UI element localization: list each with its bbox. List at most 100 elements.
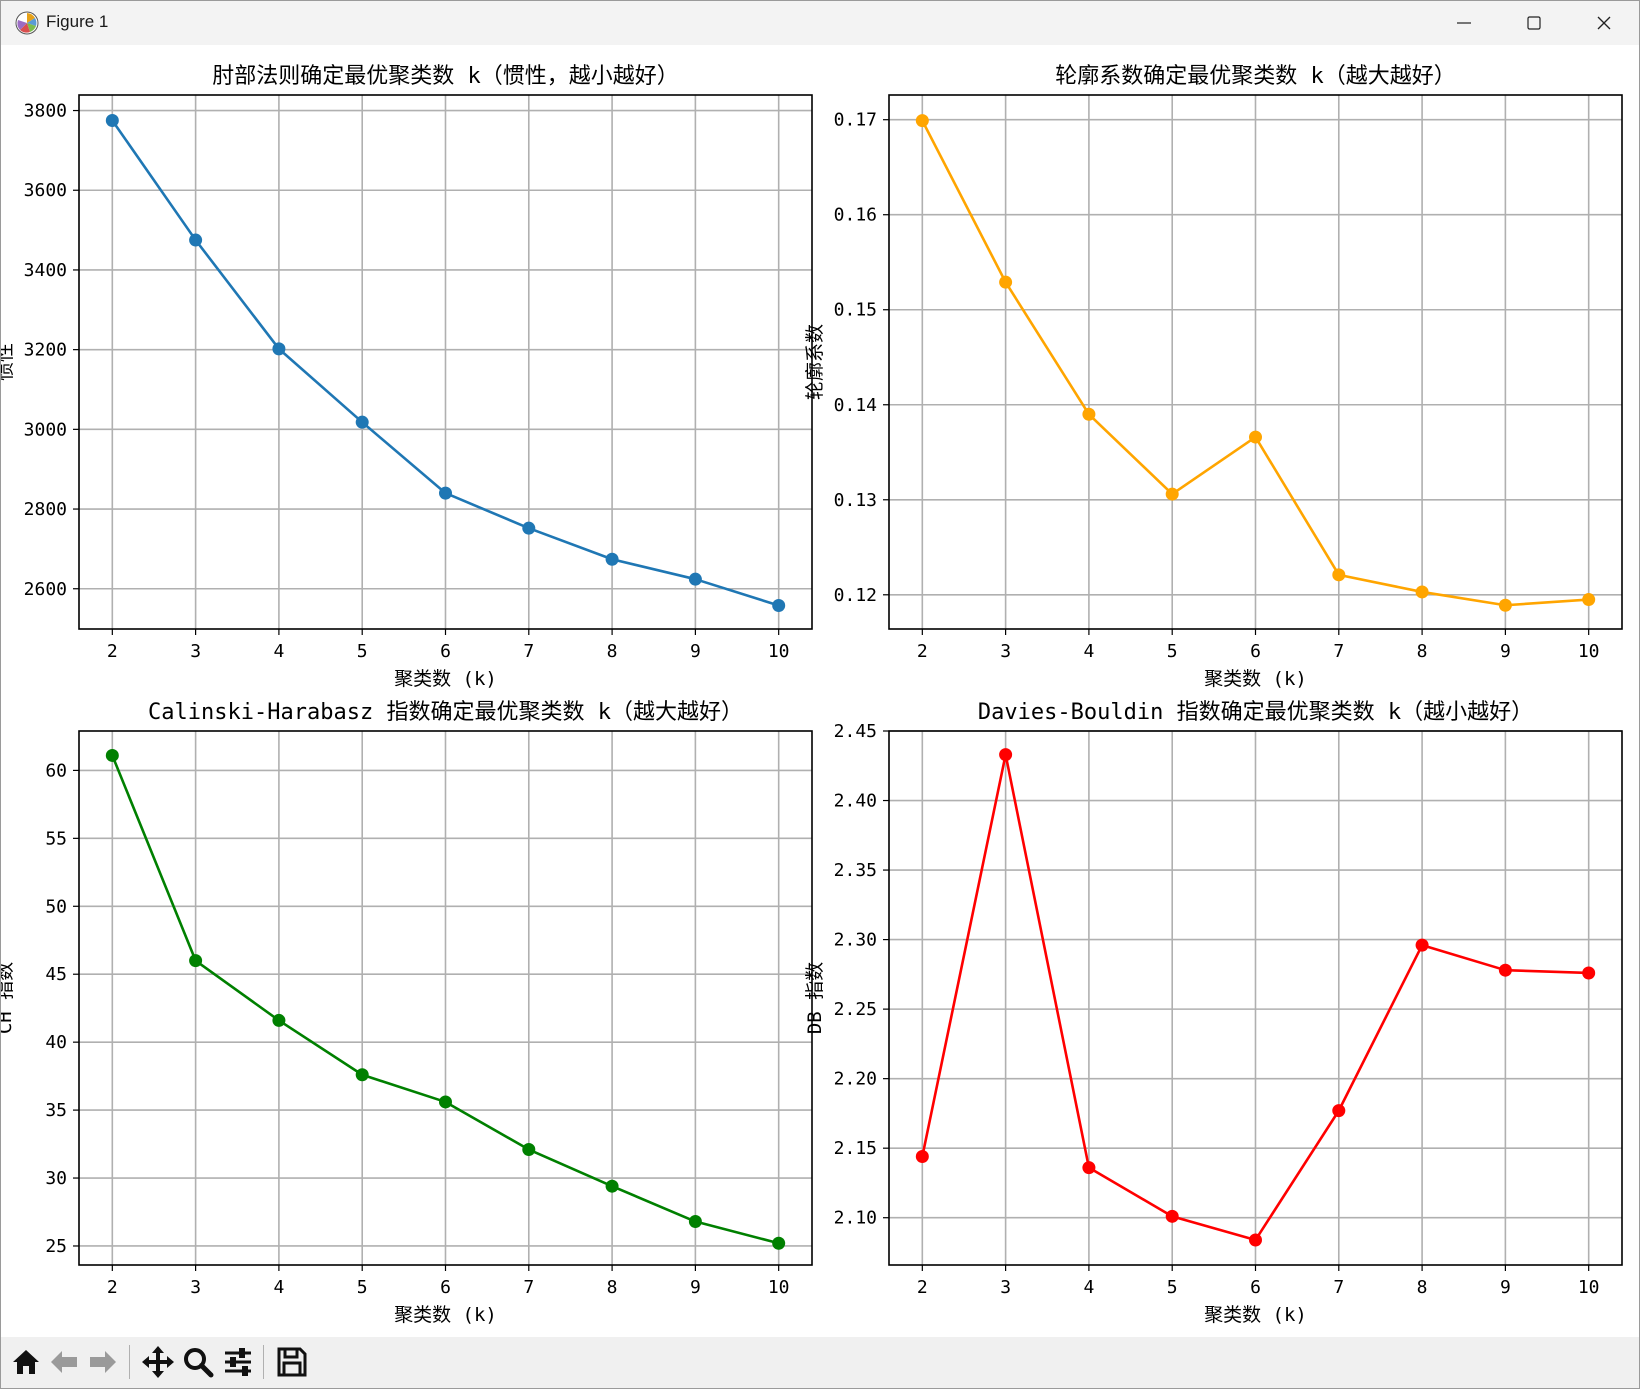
chart-4-x-tick-label: 8 — [1417, 1277, 1428, 1298]
forward-button[interactable] — [84, 1343, 122, 1381]
configure-subplots-button[interactable] — [219, 1343, 257, 1381]
chart-3-x-tick-label: 3 — [190, 1277, 201, 1298]
pan-button[interactable] — [139, 1343, 177, 1381]
chart-1-data-point — [272, 342, 286, 356]
chart-4-y-tick-label: 2.20 — [834, 1069, 877, 1090]
chart-1-x-tick-label: 8 — [607, 641, 618, 662]
chart-1-x-tick-label: 2 — [107, 641, 118, 662]
chart-4-data-point — [915, 1150, 929, 1164]
chart-2-data-point — [1582, 593, 1596, 607]
chart-3-y-tick-label: 35 — [45, 1100, 67, 1121]
back-button[interactable] — [45, 1343, 83, 1381]
chart-1-x-tick-label: 3 — [190, 641, 201, 662]
chart-1-data-point — [189, 233, 203, 247]
chart-3-data-point — [355, 1068, 369, 1082]
chart-3-x-tick-label: 8 — [607, 1277, 618, 1298]
chart-2-data-point — [1332, 568, 1346, 582]
forward-icon — [90, 1351, 116, 1373]
save-button[interactable] — [273, 1343, 311, 1381]
chart-4-y-tick-label: 2.35 — [834, 860, 877, 881]
chart-4-x-tick-label: 5 — [1167, 1277, 1178, 1298]
chart-3-data-point — [439, 1095, 452, 1109]
figure-svg: 2 3 4 5 6 7 8 9 102600280030003200340036003800肘部… — [1, 64, 1623, 1326]
chart-2-y-tick-label: 0.14 — [834, 395, 877, 416]
toolbar-separator — [129, 1345, 130, 1379]
title-bar: Figure 1 — [1, 1, 1639, 45]
chart-3-y-tick-label: 60 — [45, 760, 67, 781]
chart-4-x-axis-label: 聚类数 (k) — [1204, 1304, 1307, 1326]
chart-2-data-point — [999, 275, 1013, 289]
chart-2-data-point — [1082, 407, 1096, 421]
chart-4-y-tick-label: 2.30 — [834, 930, 877, 951]
home-button[interactable] — [7, 1343, 45, 1381]
chart-1-data-point — [772, 598, 786, 612]
chart-1-x-tick-label: 5 — [357, 641, 368, 662]
chart-1-y-tick-label: 3000 — [24, 419, 67, 440]
chart-3-y-axis-label: CH 指数 — [1, 962, 16, 1034]
chart-1-data-point — [688, 572, 702, 586]
chart-1-axes-frame — [78, 94, 813, 630]
chart-3-x-tick-label: 9 — [690, 1277, 701, 1298]
chart-4-y-tick-label: 2.10 — [834, 1208, 877, 1229]
chart-2-y-tick-label: 0.16 — [834, 205, 877, 226]
chart-3-x-tick-label: 10 — [768, 1277, 790, 1298]
chart-1-x-axis-label: 聚类数 (k) — [394, 668, 497, 690]
chart-2-x-tick-label: 10 — [1578, 641, 1600, 662]
toolbar-separator — [263, 1345, 264, 1379]
chart-4-data-point — [1082, 1161, 1096, 1175]
chart-2-x-tick-label: 5 — [1167, 641, 1178, 662]
minimize-icon — [1457, 22, 1471, 24]
chart-3-x-tick-label: 4 — [273, 1277, 284, 1298]
chart-4-y-tick-label: 2.15 — [834, 1138, 877, 1159]
chart-1-data-point — [439, 486, 452, 500]
chart-3-x-tick-label: 7 — [523, 1277, 534, 1298]
minimize-button[interactable] — [1433, 1, 1495, 45]
chart-3-data-point — [688, 1215, 702, 1229]
chart-2-data-point — [1498, 598, 1512, 612]
chart-2-x-tick-label: 3 — [1000, 641, 1011, 662]
chart-2-x-tick-label: 6 — [1250, 641, 1261, 662]
chart-2-y-tick-label: 0.17 — [834, 110, 877, 131]
chart-3-axes-frame — [78, 730, 813, 1266]
chart-1-x-tick-label: 10 — [768, 641, 790, 662]
chart-2-y-axis-label: 轮廓系数 — [804, 324, 826, 400]
close-button[interactable] — [1573, 1, 1635, 45]
chart-4-data-point — [999, 748, 1013, 762]
window-title: Figure 1 — [46, 12, 109, 31]
chart-3-data-point — [189, 954, 203, 968]
chart-2-data-point — [1415, 585, 1429, 599]
chart-1-y-tick-label: 3200 — [24, 340, 67, 361]
chart-3-data-point — [105, 748, 119, 762]
chart-2-x-tick-label: 2 — [917, 641, 928, 662]
chart-1-x-tick-label: 9 — [690, 641, 701, 662]
chart-4-title: Davies-Bouldin 指数确定最优聚类数 k（越小越好） — [978, 700, 1533, 725]
figure-canvas[interactable]: 2 3 4 5 6 7 8 9 10 2600 2800 3000 3200 3400 3600 3800 肘部… — [1, 45, 1639, 1337]
chart-4-y-axis-label: DB 指数 — [804, 962, 826, 1034]
chart-3-y-tick-label: 30 — [45, 1168, 67, 1189]
chart-2-x-tick-label: 9 — [1500, 641, 1511, 662]
chart-2-y-tick-label: 0.12 — [834, 585, 877, 606]
chart-2-y-tick-label: 0.15 — [834, 300, 877, 321]
chart-4-y-tick-label: 2.45 — [834, 721, 877, 742]
zoom-icon — [184, 1348, 214, 1378]
chart-4-x-tick-label: 3 — [1000, 1277, 1011, 1298]
chart-1-y-tick-label: 3400 — [24, 260, 67, 281]
zoom-button[interactable] — [179, 1343, 217, 1381]
home-icon — [13, 1350, 39, 1374]
back-icon — [51, 1351, 77, 1373]
chart-1-x-tick-label: 7 — [523, 641, 534, 662]
chart-4-data-point — [1415, 938, 1429, 952]
chart-4-axes-frame — [888, 730, 1623, 1266]
save-icon — [277, 1347, 307, 1377]
chart-4-y-tick-label: 2.25 — [834, 999, 877, 1020]
chart-3-data-point — [522, 1143, 536, 1157]
chart-1-y-tick-label: 2800 — [24, 499, 67, 520]
chart-2-axes-frame — [888, 94, 1623, 630]
chart-2-data-point — [915, 114, 929, 128]
chart-2-data-point — [1165, 487, 1179, 501]
maximize-button[interactable] — [1503, 1, 1565, 45]
chart-4-x-tick-label: 10 — [1578, 1277, 1600, 1298]
chart-1-x-tick-label: 4 — [273, 641, 284, 662]
chart-4-data-point — [1582, 966, 1596, 980]
